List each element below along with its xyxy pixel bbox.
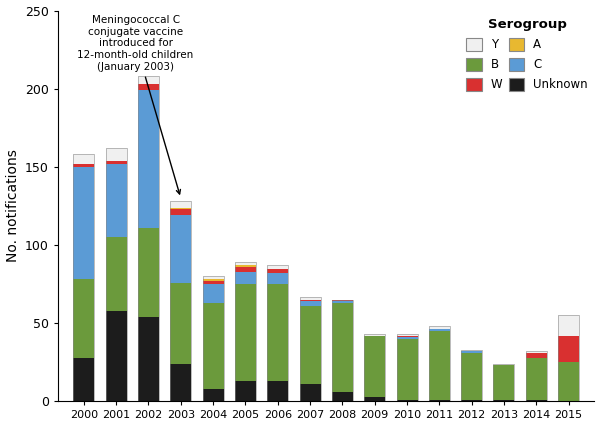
Bar: [332, 303, 353, 392]
Bar: [73, 154, 94, 164]
Bar: [138, 228, 159, 317]
Bar: [106, 237, 127, 311]
Bar: [493, 364, 514, 366]
Bar: [397, 334, 418, 336]
Bar: [73, 358, 94, 401]
Bar: [73, 164, 94, 167]
Bar: [558, 336, 579, 363]
Bar: [397, 334, 418, 401]
Bar: [397, 336, 418, 337]
Bar: [364, 334, 385, 336]
Bar: [170, 209, 191, 216]
Bar: [170, 216, 191, 282]
Bar: [203, 303, 224, 389]
Bar: [203, 281, 224, 284]
Bar: [429, 331, 450, 400]
Bar: [203, 389, 224, 401]
Bar: [364, 336, 385, 397]
Bar: [138, 76, 159, 401]
Bar: [526, 353, 547, 358]
Bar: [364, 397, 385, 401]
Bar: [170, 201, 191, 401]
Bar: [106, 148, 127, 161]
Bar: [493, 400, 514, 401]
Bar: [170, 364, 191, 401]
Bar: [170, 207, 191, 209]
Bar: [106, 311, 127, 401]
Bar: [299, 384, 320, 401]
Bar: [138, 84, 159, 90]
Bar: [170, 201, 191, 207]
Bar: [493, 364, 514, 401]
Bar: [267, 265, 288, 401]
Bar: [526, 351, 547, 401]
Bar: [429, 329, 450, 331]
Bar: [364, 334, 385, 401]
Bar: [203, 276, 224, 279]
Bar: [429, 326, 450, 329]
Bar: [526, 358, 547, 400]
Bar: [203, 276, 224, 401]
Bar: [235, 267, 256, 272]
Bar: [235, 272, 256, 284]
Bar: [397, 339, 418, 400]
Bar: [267, 268, 288, 273]
Bar: [461, 351, 482, 353]
Bar: [235, 262, 256, 265]
Bar: [299, 301, 320, 306]
Bar: [138, 76, 159, 84]
Bar: [461, 353, 482, 400]
Bar: [461, 350, 482, 401]
Bar: [526, 400, 547, 401]
Bar: [429, 326, 450, 401]
Bar: [332, 392, 353, 401]
Bar: [461, 400, 482, 401]
Bar: [235, 265, 256, 267]
Bar: [235, 381, 256, 401]
Bar: [299, 296, 320, 401]
Bar: [429, 400, 450, 401]
Bar: [267, 284, 288, 381]
Bar: [558, 315, 579, 336]
Bar: [235, 284, 256, 381]
Bar: [526, 351, 547, 353]
Text: Meningococcal C
conjugate vaccine
introduced for
12-month-old children
(January : Meningococcal C conjugate vaccine introd…: [77, 15, 194, 194]
Bar: [73, 279, 94, 358]
Bar: [397, 337, 418, 339]
Bar: [332, 300, 353, 301]
Bar: [235, 262, 256, 401]
Bar: [106, 161, 127, 164]
Bar: [106, 164, 127, 237]
Bar: [299, 306, 320, 384]
Bar: [332, 301, 353, 303]
Bar: [558, 315, 579, 401]
Y-axis label: No. notifications: No. notifications: [5, 150, 20, 262]
Bar: [267, 273, 288, 284]
Bar: [299, 300, 320, 301]
Bar: [397, 400, 418, 401]
Bar: [203, 279, 224, 281]
Bar: [267, 265, 288, 268]
Legend: Y, B, W, A, C, Unknown: Y, B, W, A, C, Unknown: [460, 12, 594, 97]
Bar: [558, 363, 579, 401]
Bar: [203, 284, 224, 303]
Bar: [73, 154, 94, 401]
Bar: [138, 317, 159, 401]
Bar: [138, 90, 159, 228]
Bar: [73, 167, 94, 279]
Bar: [299, 296, 320, 300]
Bar: [267, 381, 288, 401]
Bar: [106, 148, 127, 401]
Bar: [332, 300, 353, 401]
Bar: [493, 366, 514, 400]
Bar: [461, 350, 482, 351]
Bar: [170, 282, 191, 364]
